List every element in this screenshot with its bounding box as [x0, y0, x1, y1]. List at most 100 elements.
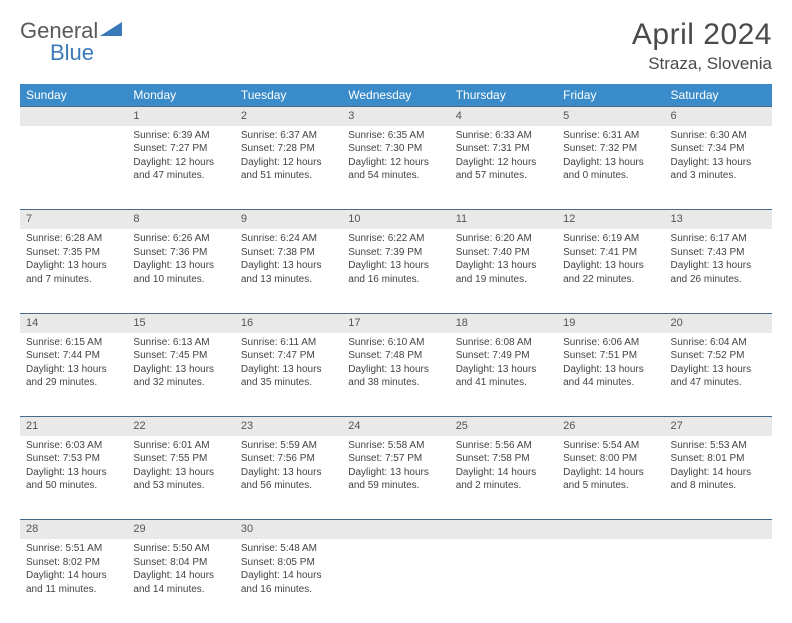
day1-text: Daylight: 13 hours: [348, 363, 443, 377]
day-number: 22: [127, 417, 234, 436]
day2-text: and 22 minutes.: [563, 273, 658, 287]
sunset-text: Sunset: 7:32 PM: [563, 142, 658, 156]
day-cell: Sunrise: 6:11 AMSunset: 7:47 PMDaylight:…: [235, 333, 342, 417]
day1-text: Daylight: 14 hours: [241, 569, 336, 583]
sunrise-text: Sunrise: 6:01 AM: [133, 439, 228, 453]
day-number: 8: [127, 210, 234, 229]
day-number-row: 123456: [20, 107, 772, 126]
day-number: 29: [127, 520, 234, 539]
sunrise-text: Sunrise: 6:19 AM: [563, 232, 658, 246]
sunset-text: Sunset: 7:28 PM: [241, 142, 336, 156]
day-cell: Sunrise: 6:31 AMSunset: 7:32 PMDaylight:…: [557, 126, 664, 210]
day1-text: Daylight: 13 hours: [241, 466, 336, 480]
day-cell: Sunrise: 5:51 AMSunset: 8:02 PMDaylight:…: [20, 539, 127, 623]
sunrise-text: Sunrise: 5:51 AM: [26, 542, 121, 556]
day1-text: Daylight: 13 hours: [456, 363, 551, 377]
day-cell: Sunrise: 6:06 AMSunset: 7:51 PMDaylight:…: [557, 333, 664, 417]
sunset-text: Sunset: 7:56 PM: [241, 452, 336, 466]
day2-text: and 2 minutes.: [456, 479, 551, 493]
day2-text: and 5 minutes.: [563, 479, 658, 493]
day1-text: Daylight: 13 hours: [241, 259, 336, 273]
day-header: Monday: [127, 84, 234, 107]
day-cell: Sunrise: 6:24 AMSunset: 7:38 PMDaylight:…: [235, 229, 342, 313]
day-cell: Sunrise: 6:26 AMSunset: 7:36 PMDaylight:…: [127, 229, 234, 313]
day2-text: and 32 minutes.: [133, 376, 228, 390]
day-header: Tuesday: [235, 84, 342, 107]
day-number: [20, 107, 127, 126]
day1-text: Daylight: 13 hours: [671, 259, 766, 273]
day-header-row: Sunday Monday Tuesday Wednesday Thursday…: [20, 84, 772, 107]
day-cell: [450, 539, 557, 623]
day2-text: and 53 minutes.: [133, 479, 228, 493]
sunset-text: Sunset: 7:48 PM: [348, 349, 443, 363]
sunset-text: Sunset: 7:57 PM: [348, 452, 443, 466]
sunset-text: Sunset: 7:43 PM: [671, 246, 766, 260]
day-cell: Sunrise: 6:13 AMSunset: 7:45 PMDaylight:…: [127, 333, 234, 417]
day2-text: and 41 minutes.: [456, 376, 551, 390]
sunrise-text: Sunrise: 6:06 AM: [563, 336, 658, 350]
sunset-text: Sunset: 7:31 PM: [456, 142, 551, 156]
sunset-text: Sunset: 7:35 PM: [26, 246, 121, 260]
sunset-text: Sunset: 7:34 PM: [671, 142, 766, 156]
day1-text: Daylight: 13 hours: [671, 363, 766, 377]
day2-text: and 47 minutes.: [133, 169, 228, 183]
day2-text: and 0 minutes.: [563, 169, 658, 183]
sunset-text: Sunset: 7:36 PM: [133, 246, 228, 260]
sunset-text: Sunset: 7:52 PM: [671, 349, 766, 363]
day-cell: Sunrise: 6:28 AMSunset: 7:35 PMDaylight:…: [20, 229, 127, 313]
day1-text: Daylight: 13 hours: [456, 259, 551, 273]
day-number: 30: [235, 520, 342, 539]
day-number: [342, 520, 449, 539]
title-block: April 2024 Straza, Slovenia: [632, 18, 772, 74]
sunset-text: Sunset: 7:27 PM: [133, 142, 228, 156]
day-cell: Sunrise: 5:58 AMSunset: 7:57 PMDaylight:…: [342, 436, 449, 520]
day-content-row: Sunrise: 6:28 AMSunset: 7:35 PMDaylight:…: [20, 229, 772, 313]
day1-text: Daylight: 13 hours: [133, 466, 228, 480]
day-cell: [557, 539, 664, 623]
sunrise-text: Sunrise: 6:17 AM: [671, 232, 766, 246]
month-title: April 2024: [632, 18, 772, 52]
day-number: 25: [450, 417, 557, 436]
sunset-text: Sunset: 7:49 PM: [456, 349, 551, 363]
sunset-text: Sunset: 7:38 PM: [241, 246, 336, 260]
sunrise-text: Sunrise: 6:31 AM: [563, 129, 658, 143]
day1-text: Daylight: 12 hours: [456, 156, 551, 170]
day-header: Sunday: [20, 84, 127, 107]
day-number: 21: [20, 417, 127, 436]
day1-text: Daylight: 13 hours: [563, 363, 658, 377]
day-cell: Sunrise: 6:03 AMSunset: 7:53 PMDaylight:…: [20, 436, 127, 520]
day2-text: and 3 minutes.: [671, 169, 766, 183]
day1-text: Daylight: 13 hours: [133, 259, 228, 273]
sunset-text: Sunset: 7:39 PM: [348, 246, 443, 260]
day-number: 27: [665, 417, 772, 436]
day2-text: and 56 minutes.: [241, 479, 336, 493]
sunrise-text: Sunrise: 5:48 AM: [241, 542, 336, 556]
sunrise-text: Sunrise: 5:56 AM: [456, 439, 551, 453]
day2-text: and 29 minutes.: [26, 376, 121, 390]
day-number: 12: [557, 210, 664, 229]
day-cell: [342, 539, 449, 623]
day2-text: and 10 minutes.: [133, 273, 228, 287]
day1-text: Daylight: 12 hours: [348, 156, 443, 170]
sunrise-text: Sunrise: 5:59 AM: [241, 439, 336, 453]
day-number: 10: [342, 210, 449, 229]
day-cell: Sunrise: 5:53 AMSunset: 8:01 PMDaylight:…: [665, 436, 772, 520]
day2-text: and 54 minutes.: [348, 169, 443, 183]
day-number: 2: [235, 107, 342, 126]
sunset-text: Sunset: 8:05 PM: [241, 556, 336, 570]
day-cell: Sunrise: 6:10 AMSunset: 7:48 PMDaylight:…: [342, 333, 449, 417]
sunrise-text: Sunrise: 6:24 AM: [241, 232, 336, 246]
day-cell: Sunrise: 6:22 AMSunset: 7:39 PMDaylight:…: [342, 229, 449, 313]
day-number: 24: [342, 417, 449, 436]
day-cell: Sunrise: 6:15 AMSunset: 7:44 PMDaylight:…: [20, 333, 127, 417]
day1-text: Daylight: 12 hours: [133, 156, 228, 170]
sunrise-text: Sunrise: 6:11 AM: [241, 336, 336, 350]
day2-text: and 57 minutes.: [456, 169, 551, 183]
sunset-text: Sunset: 7:53 PM: [26, 452, 121, 466]
sunrise-text: Sunrise: 6:33 AM: [456, 129, 551, 143]
sunset-text: Sunset: 7:44 PM: [26, 349, 121, 363]
day-number: [557, 520, 664, 539]
sunset-text: Sunset: 7:30 PM: [348, 142, 443, 156]
day-number: [450, 520, 557, 539]
day-number: 26: [557, 417, 664, 436]
